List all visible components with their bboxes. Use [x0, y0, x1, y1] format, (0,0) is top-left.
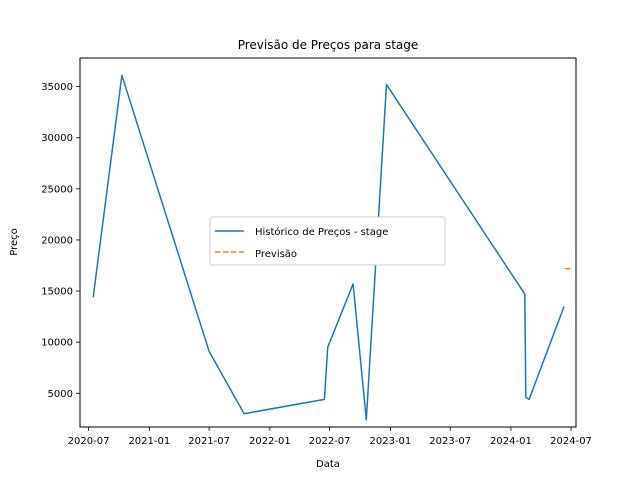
x-tick-label: 2020-07 [68, 436, 110, 447]
chart-title: Previsão de Preços para stage [238, 38, 419, 52]
x-tick-label: 2023-01 [370, 436, 412, 447]
x-tick-label: 2022-01 [249, 436, 291, 447]
legend-label-previsao: Previsão [255, 249, 297, 260]
y-tick-label: 10000 [41, 338, 73, 349]
y-tick-label: 20000 [41, 235, 73, 246]
x-axis-label: Data [316, 459, 340, 470]
y-tick-label: 30000 [41, 133, 73, 144]
y-tick-label: 15000 [41, 287, 73, 298]
y-tick-label: 25000 [41, 184, 73, 195]
y-axis-ticks: 5000 10000 15000 20000 25000 30000 35000 [41, 82, 80, 400]
x-axis-ticks: 2020-07 2021-01 2021-07 2022-01 2022-07 2023-… [68, 427, 592, 447]
legend-label-historico: Histórico de Preços - stage [255, 226, 388, 238]
y-tick-label: 35000 [41, 82, 73, 93]
legend: Histórico de Preços - stage Previsão [209, 216, 446, 266]
x-tick-label: 2021-07 [188, 436, 230, 447]
x-tick-label: 2021-01 [128, 436, 170, 447]
x-tick-label: 2024-01 [490, 436, 532, 447]
x-tick-label: 2023-07 [429, 436, 471, 447]
y-tick-label: 5000 [48, 389, 73, 400]
x-tick-label: 2024-07 [550, 436, 592, 447]
legend-box [209, 216, 446, 266]
x-tick-label: 2022-07 [309, 436, 351, 447]
series-layer [92, 74, 573, 421]
y-axis-label: Preço [9, 228, 20, 256]
